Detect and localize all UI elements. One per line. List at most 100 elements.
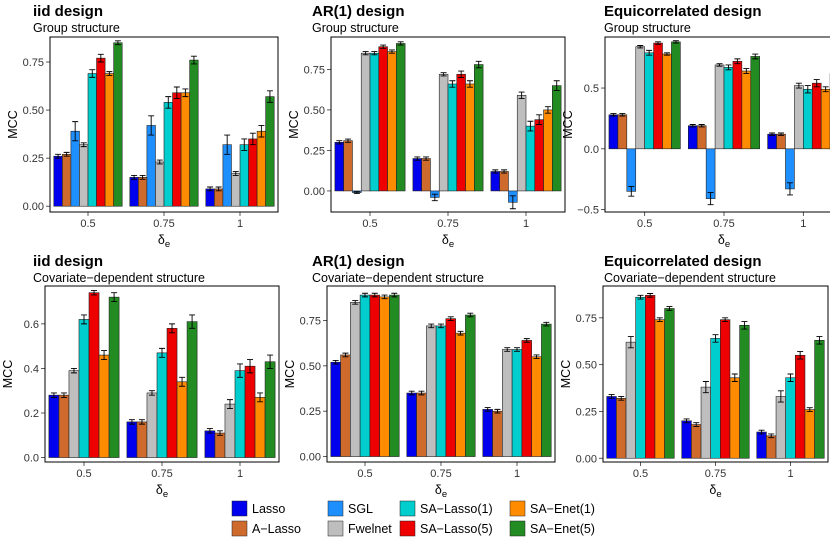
- error-bar-fwelnet-1: [518, 91, 525, 100]
- error-bar-sa-enet-5-0-75: [475, 60, 482, 69]
- bar-fwelnet-0-5: [625, 341, 636, 459]
- x-tick-label: 0.5: [637, 218, 652, 230]
- error-bar-fwelnet-1: [226, 399, 233, 409]
- error-bar-lasso-0-75: [131, 175, 138, 180]
- bar-sa-lasso-1-0-75: [156, 352, 168, 458]
- error-bar-sa-enet-1-0-75: [182, 88, 189, 98]
- error-bar-sa-lasso-1-0-75: [725, 64, 732, 71]
- bar-sa-enet-5-1: [552, 85, 562, 192]
- x-tick-label: 1: [787, 468, 793, 480]
- bar-lasso-0-5: [53, 155, 63, 207]
- bar-fwelnet-0-5: [68, 370, 80, 458]
- bar-sa-enet-1-0-5: [104, 73, 114, 207]
- error-bar-lasso-0-5: [50, 392, 57, 398]
- y-tick-label: 0.4: [24, 363, 39, 375]
- bar-sa-lasso-1-0-5: [635, 296, 646, 459]
- bar-sa-enet-5-0-5: [396, 43, 406, 192]
- x-tick-label: 0.75: [705, 468, 726, 480]
- bar-sa-lasso-5-0-5: [645, 295, 656, 459]
- bar-sa-lasso-1-0-5: [644, 52, 654, 150]
- panel-subtitle: Group structure: [33, 21, 120, 35]
- error-bar-sa-lasso-5-0-75: [169, 323, 176, 334]
- bar-sa-lasso-5-0-5: [653, 42, 663, 150]
- error-bar-sa-lasso-1-1: [237, 363, 243, 378]
- legend-item-sa-lasso-5: SA−Lasso(5): [399, 520, 493, 537]
- bar-sa-enet-1-0-5: [662, 53, 672, 150]
- legend-item-sa-enet-5: SA−Enet(5): [509, 520, 595, 537]
- legend-swatch: [399, 500, 416, 517]
- error-bar-fwelnet-1: [777, 390, 784, 403]
- error-bar-sa-lasso-5-0-5: [91, 290, 98, 296]
- legend-swatch: [327, 500, 344, 517]
- error-bar-sa-lasso-5-0-75: [722, 317, 729, 323]
- legend-item-fwelnet: Fwelnet: [327, 520, 392, 537]
- error-bar-fwelnet-0-75: [156, 159, 163, 165]
- bar-a-lasso-0-75: [691, 424, 702, 459]
- error-bar-sa-lasso-1-1: [804, 85, 811, 94]
- bar-sa-enet-1-0-75: [455, 332, 466, 457]
- error-bar-sa-enet-5-0-5: [111, 292, 118, 303]
- error-bar-sa-enet-1-1: [257, 392, 264, 403]
- bar-sa-lasso-1-0-5: [359, 294, 371, 457]
- bar-fwelnet-0-75: [146, 392, 158, 458]
- error-bar-a-lasso-0-5: [63, 151, 70, 157]
- legend-item-lasso: Lasso: [231, 500, 285, 517]
- y-tick-label: 0.00: [300, 452, 321, 464]
- y-tick-label: −0.5: [577, 205, 599, 217]
- error-bar-fwelnet-0-5: [70, 367, 77, 374]
- error-bar-a-lasso-0-5: [342, 352, 349, 358]
- panel-subtitle: Covariate−dependent structure: [312, 271, 484, 285]
- bar-fwelnet-1: [516, 95, 527, 192]
- panel-subtitle: Covariate−dependent structure: [33, 271, 205, 285]
- bar-a-lasso-1: [499, 171, 509, 192]
- error-bar-sa-lasso-1-0-5: [371, 51, 378, 56]
- bar-a-lasso-0-5: [58, 394, 70, 458]
- panel-title: iid design: [33, 253, 103, 270]
- error-bar-sa-enet-5-1: [543, 321, 550, 327]
- bar-sa-lasso-5-1: [811, 82, 822, 150]
- bar-sa-enet-1-1: [531, 356, 542, 457]
- bar-a-lasso-1: [214, 188, 224, 207]
- error-bar-sa-enet-5-0-5: [666, 306, 673, 311]
- bar-sa-enet-1-0-5: [654, 319, 665, 459]
- error-bar-sa-enet-1-1: [258, 125, 265, 138]
- error-bar-sa-enet-1-0-5: [388, 49, 395, 54]
- error-bar-a-lasso-0-75: [138, 419, 145, 425]
- error-bar-lasso-0-5: [336, 140, 343, 145]
- error-bar-fwelnet-1: [232, 171, 239, 176]
- error-bar-sa-lasso-1-1: [514, 347, 520, 352]
- error-bar-lasso-1: [769, 132, 776, 136]
- bar-sa-enet-5-0-5: [664, 308, 675, 459]
- bar-sa-enet-1-1: [804, 409, 815, 459]
- bar-fwelnet-0-5: [635, 46, 645, 150]
- bar-sa-lasso-5-0-5: [88, 292, 100, 458]
- error-bar-sa-lasso-1-0-5: [637, 294, 644, 300]
- error-bar-sa-enet-1-0-5: [663, 52, 670, 56]
- error-bar-sa-lasso-1-1: [241, 138, 248, 151]
- bar-lasso-1: [482, 409, 493, 457]
- error-bar-a-lasso-1: [778, 132, 785, 136]
- panel-frame: [49, 36, 279, 213]
- error-bar-sa-lasso-5-1: [249, 132, 256, 146]
- bar-sa-lasso-1-1: [234, 370, 246, 458]
- error-bar-sa-enet-1-0-5: [656, 317, 663, 323]
- bar-fwelnet-1: [794, 85, 804, 150]
- error-bar-sa-lasso-1-0-5: [89, 69, 96, 78]
- error-bar-sa-lasso-1-1: [787, 373, 794, 382]
- y-axis-label: MCC: [559, 360, 573, 388]
- error-bar-sa-enet-5-0-75: [189, 314, 196, 329]
- bar-sa-enet-1-1: [254, 397, 266, 458]
- bar-sgl-0-75: [705, 148, 716, 199]
- y-tick-label: 0.0: [24, 453, 39, 465]
- y-tick-label: 0.50: [304, 105, 325, 117]
- panel-subtitle: Covariate−dependent structure: [604, 271, 776, 285]
- bar-sa-lasso-1-0-75: [447, 83, 458, 192]
- bar-fwelnet-0-75: [438, 73, 449, 192]
- bar-sa-enet-5-0-5: [113, 42, 123, 207]
- bar-a-lasso-0-75: [136, 421, 148, 458]
- bar-sgl-0-5: [626, 148, 637, 192]
- x-tick-label: 0.75: [437, 218, 458, 230]
